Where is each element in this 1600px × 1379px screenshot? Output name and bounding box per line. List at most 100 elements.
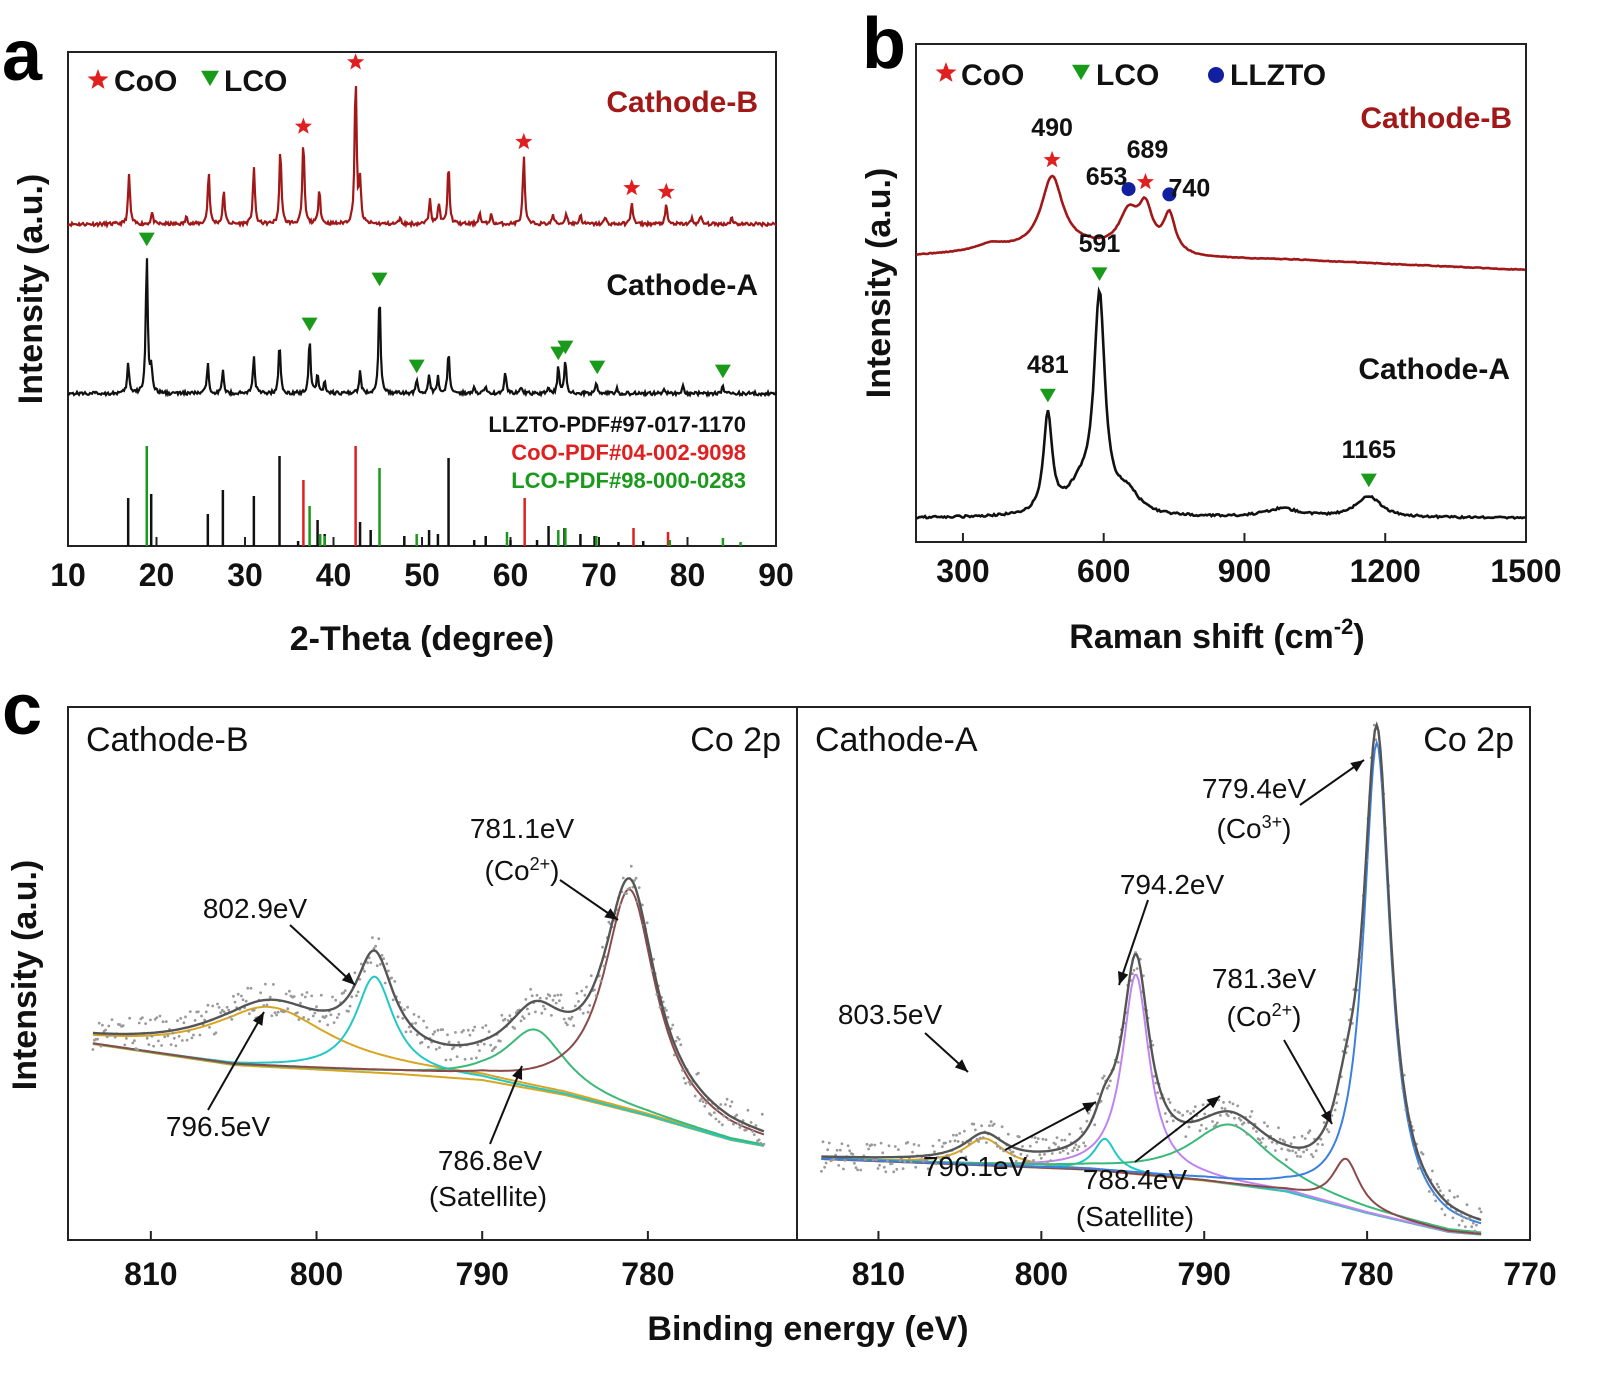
panel-a-peak-marker bbox=[657, 182, 675, 200]
panel-c-raw-data-point bbox=[198, 1033, 202, 1037]
panel-c-raw-data-point bbox=[145, 1036, 149, 1040]
panel-c-raw-data-point bbox=[1245, 1132, 1249, 1136]
panel-c-raw-data-point bbox=[1289, 1142, 1293, 1145]
panel-c-raw-data-point bbox=[645, 921, 649, 925]
panel-c-raw-data-point bbox=[1135, 967, 1139, 970]
panel-c-raw-data-point bbox=[1101, 1076, 1104, 1080]
panel-c-raw-data-point bbox=[673, 1053, 676, 1057]
panel-c-raw-data-point bbox=[634, 876, 638, 880]
panel-c-raw-data-point bbox=[529, 987, 532, 991]
panel-a-xrd-chart: a 10 20 30 40 50 60 70 80 90 2-Theta (degree) Inte… bbox=[2, 16, 794, 658]
panel-c-raw-data-point bbox=[732, 1122, 735, 1126]
panel-a-x-axis-title: 2-Theta (degree) bbox=[290, 620, 555, 658]
panel-c-raw-data-point bbox=[573, 1004, 577, 1008]
panel-c-raw-data-point bbox=[356, 990, 360, 994]
panel-b-peak-label: 740 bbox=[1169, 174, 1211, 202]
panel-c-raw-data-point bbox=[1333, 1108, 1337, 1112]
panel-c-raw-data-point bbox=[1372, 723, 1376, 727]
panel-c-raw-data-point bbox=[925, 1158, 929, 1162]
panel-c-raw-data-point bbox=[187, 1030, 191, 1033]
panel-c-raw-data-point bbox=[401, 1017, 405, 1020]
panel-c-raw-data-point bbox=[1316, 1142, 1320, 1146]
panel-c-raw-data-point bbox=[1479, 1210, 1483, 1214]
panel-c-raw-data-point bbox=[843, 1159, 847, 1162]
panel-c-x-tick-label: 800 bbox=[290, 1256, 343, 1292]
panel-c-raw-data-point bbox=[679, 1043, 683, 1047]
panel-c-raw-data-point bbox=[188, 1010, 192, 1013]
panel-b-x-tick-label: 600 bbox=[1077, 553, 1130, 589]
panel-c-raw-data-point bbox=[270, 1014, 274, 1018]
panel-c-subplot-1: Cathode-A Co 2p 810 800 790 780 770 803.5eV 796.… bbox=[815, 721, 1557, 1292]
panel-c-raw-data-point bbox=[1068, 1132, 1071, 1136]
panel-c-raw-data-point bbox=[473, 1025, 477, 1029]
panel-c-raw-data-point bbox=[534, 1010, 537, 1014]
panel-a-peak-marker bbox=[138, 232, 155, 247]
panel-c-raw-data-point bbox=[956, 1140, 960, 1143]
panel-c-raw-data-point bbox=[1299, 1155, 1302, 1158]
panel-c-raw-data-point bbox=[1021, 1145, 1024, 1148]
panel-c-raw-data-point bbox=[947, 1155, 951, 1159]
panel-c-raw-data-point bbox=[1087, 1111, 1090, 1115]
panel-c-raw-data-point bbox=[621, 876, 625, 880]
panel-c-raw-data-point bbox=[859, 1168, 863, 1172]
panel-c-raw-data-point bbox=[164, 1020, 168, 1023]
panel-c-raw-data-point bbox=[629, 864, 633, 868]
panel-c-raw-data-point bbox=[1154, 1081, 1158, 1085]
panel-c-raw-data-point bbox=[882, 1165, 886, 1169]
panel-c-raw-data-point bbox=[379, 962, 382, 966]
panel-c-raw-data-point bbox=[244, 999, 248, 1003]
panel-c-peak-label: 794.2eV bbox=[1120, 869, 1225, 900]
panel-c-raw-data-point bbox=[1008, 1148, 1012, 1152]
panel-a-peak-marker bbox=[557, 340, 574, 355]
panel-c-raw-data-point bbox=[553, 994, 556, 998]
panel-c-raw-data-point bbox=[1462, 1215, 1466, 1219]
panel-c-raw-data-point bbox=[972, 1122, 976, 1126]
panel-c-raw-data-point bbox=[988, 1124, 991, 1128]
panel-c-raw-data-point bbox=[355, 994, 358, 998]
panel-c-raw-data-point bbox=[1302, 1150, 1305, 1154]
panel-c-subplot-0: Cathode-B Co 2p 810 800 790 780 802.9eV 796.5eV… bbox=[86, 721, 781, 1292]
panel-c-raw-data-point bbox=[840, 1142, 844, 1146]
panel-c-raw-data-point bbox=[284, 992, 288, 996]
panel-c-raw-data-point bbox=[823, 1165, 826, 1169]
panel-a-peak-marker bbox=[408, 359, 425, 374]
panel-c-raw-data-point bbox=[337, 1012, 341, 1016]
panel-c-raw-data-point bbox=[1255, 1130, 1258, 1133]
panel-c-raw-data-point bbox=[681, 1068, 684, 1072]
panel-c-raw-data-point bbox=[714, 1117, 718, 1121]
panel-c-raw-data-point bbox=[1274, 1149, 1277, 1152]
panel-c-raw-data-point bbox=[125, 1037, 128, 1040]
panel-c-raw-data-point bbox=[931, 1144, 935, 1148]
panel-c-raw-data-point bbox=[240, 994, 243, 998]
panel-c-raw-data-point bbox=[206, 1003, 210, 1007]
panel-b-x-tick-label: 300 bbox=[936, 553, 989, 589]
panel-c-peak-sublabel-superscript: 2+ bbox=[1272, 1000, 1293, 1020]
panel-c-raw-data-point bbox=[754, 1124, 758, 1127]
panel-c-raw-data-point bbox=[252, 1008, 256, 1012]
panel-c-raw-data-point bbox=[347, 1010, 350, 1013]
panel-c-annotation-arrowhead bbox=[1118, 971, 1129, 985]
panel-c-raw-data-point bbox=[930, 1165, 933, 1169]
panel-c-raw-data-point bbox=[1330, 1114, 1334, 1117]
panel-c-raw-data-point bbox=[826, 1148, 830, 1152]
panel-c-peak-label: 781.3eV bbox=[1212, 963, 1317, 994]
panel-c-raw-data-point bbox=[999, 1146, 1002, 1150]
panel-c-raw-data-point bbox=[1291, 1149, 1294, 1153]
panel-c-raw-data-point bbox=[262, 1004, 266, 1007]
panel-c-raw-data-point bbox=[297, 1018, 301, 1021]
panel-c-raw-data-point bbox=[762, 1142, 766, 1146]
panel-c-raw-data-point bbox=[865, 1142, 869, 1146]
panel-c-raw-data-point bbox=[1220, 1106, 1224, 1110]
panel-b-series-label-1: Cathode-A bbox=[1358, 353, 1510, 386]
panel-c-raw-data-point bbox=[1473, 1229, 1477, 1233]
panel-c-raw-data-point bbox=[1096, 1092, 1100, 1096]
panel-c-raw-data-point bbox=[107, 1024, 111, 1028]
panel-c-xps-chart: c Binding energy (eV) Intensity (a.u.) Cat… bbox=[2, 670, 1557, 1348]
panel-c-raw-data-point bbox=[329, 1013, 333, 1017]
panel-c-raw-data-point bbox=[441, 1028, 445, 1031]
panel-c-raw-data-point bbox=[211, 1004, 215, 1008]
panel-c-raw-data-point bbox=[641, 903, 644, 907]
panel-c-raw-data-point bbox=[666, 1015, 670, 1019]
panel-c-raw-data-point bbox=[407, 1025, 411, 1029]
panel-c-x-tick-label: 800 bbox=[1015, 1256, 1068, 1292]
